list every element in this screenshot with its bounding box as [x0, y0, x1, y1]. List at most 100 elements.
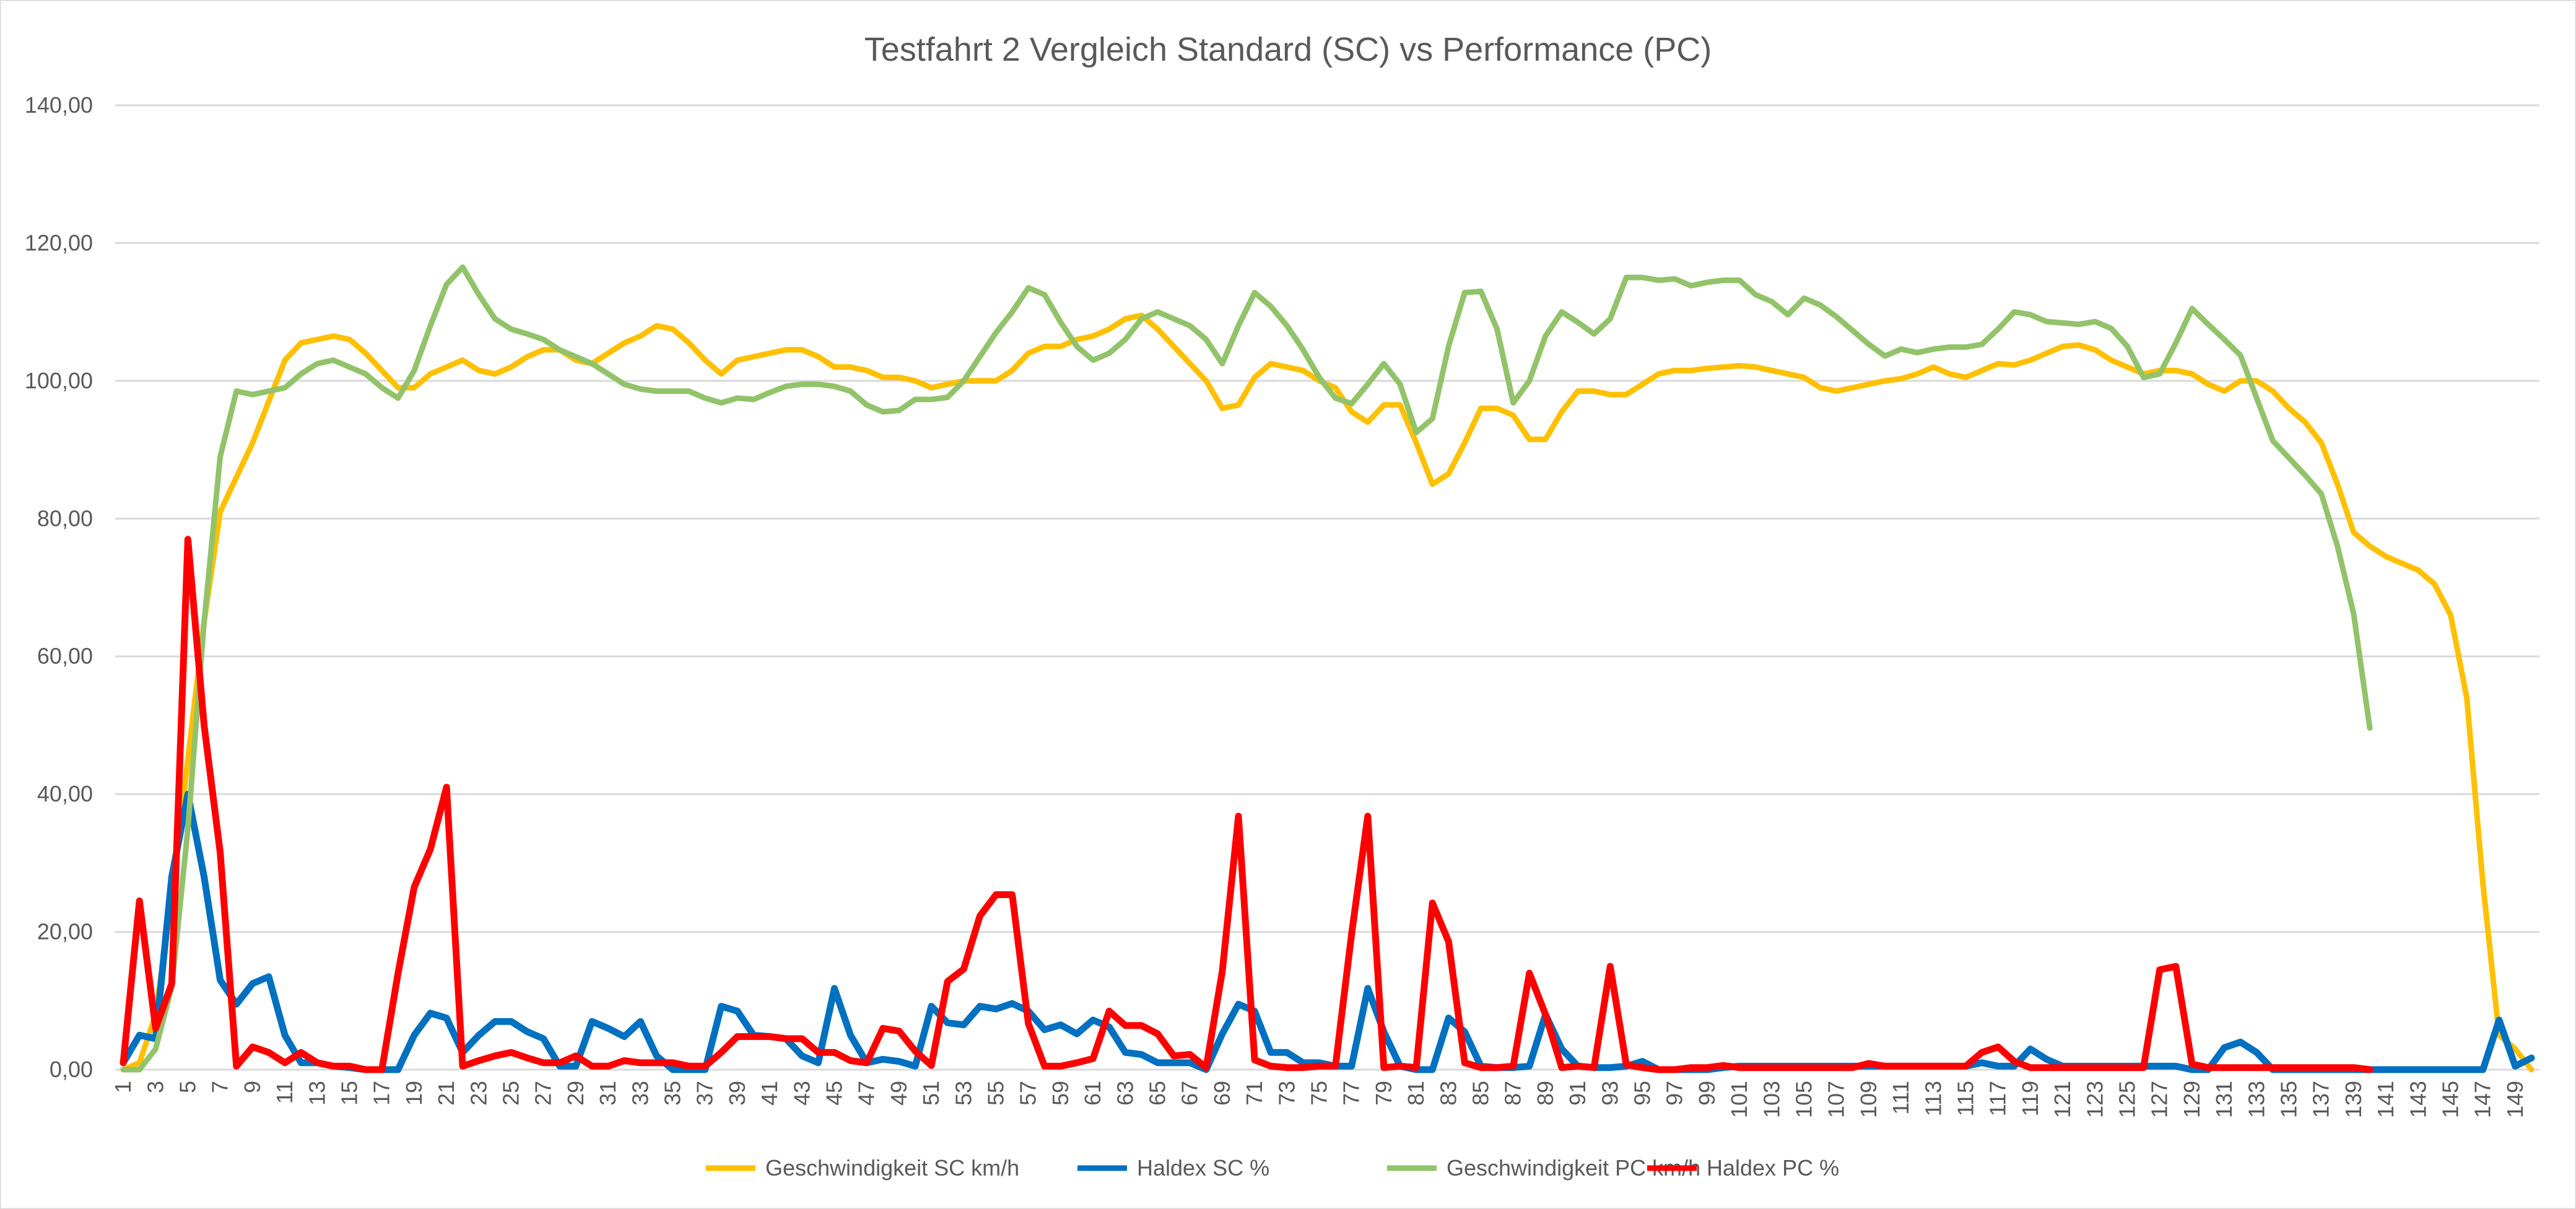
x-tick-label: 141	[2373, 1081, 2398, 1118]
x-tick-label: 19	[401, 1081, 427, 1106]
x-axis: 1 3 5 7 9 11 13 15 17 19 21 23 25 27 29 31 33 35 37 39 41 43 4…	[110, 1081, 2528, 1118]
x-tick-label: 5	[175, 1081, 200, 1093]
x-tick-label: 111	[1888, 1081, 1913, 1115]
x-tick-label: 67	[1177, 1081, 1203, 1106]
x-tick-label: 119	[2017, 1081, 2043, 1116]
x-tick-label: 43	[789, 1081, 814, 1106]
x-tick-label: 93	[1597, 1081, 1622, 1106]
x-tick-label: 61	[1080, 1081, 1105, 1106]
y-axis: 0,00 20,00 40,00 60,00 80,00 100,00 120,00 140,…	[25, 92, 93, 1082]
x-tick-label: 71	[1242, 1081, 1267, 1106]
x-tick-label: 51	[918, 1081, 944, 1106]
x-tick-label: 13	[304, 1081, 329, 1106]
x-tick-label: 121	[2050, 1081, 2075, 1118]
legend-label: Haldex SC %	[1137, 1155, 1269, 1181]
x-tick-label: 75	[1306, 1081, 1331, 1106]
x-tick-label: 1	[110, 1081, 136, 1093]
x-tick-label: 9	[240, 1081, 265, 1093]
x-tick-label: 29	[563, 1081, 588, 1106]
x-tick-label: 87	[1500, 1081, 1526, 1106]
x-tick-label: 17	[369, 1081, 394, 1106]
x-tick-label: 53	[951, 1081, 976, 1106]
x-tick-label: 89	[1533, 1081, 1558, 1106]
x-tick-label: 35	[659, 1081, 685, 1106]
x-tick-label: 149	[2502, 1081, 2528, 1118]
y-tick-label: 20,00	[37, 919, 93, 945]
x-tick-label: 31	[595, 1081, 620, 1106]
y-tick-label: 0,00	[50, 1057, 93, 1082]
x-tick-label: 83	[1435, 1081, 1461, 1106]
x-tick-label: 143	[2405, 1081, 2430, 1118]
x-tick-label: 117	[1985, 1081, 2011, 1116]
y-tick-label: 80,00	[37, 505, 93, 531]
x-tick-label: 49	[886, 1081, 912, 1106]
x-tick-label: 109	[1856, 1081, 1881, 1118]
x-tick-label: 127	[2147, 1081, 2172, 1118]
x-tick-label: 73	[1274, 1081, 1299, 1106]
x-tick-label: 33	[627, 1081, 653, 1106]
legend-item: Geschwindigkeit SC km/h	[706, 1155, 1019, 1181]
x-tick-label: 65	[1144, 1081, 1170, 1106]
legend-item: Haldex PC %	[1647, 1155, 1839, 1181]
x-tick-label: 79	[1371, 1081, 1396, 1106]
x-tick-label: 39	[724, 1081, 750, 1106]
x-tick-label: 123	[2082, 1081, 2107, 1118]
legend-label: Haldex PC %	[1707, 1155, 1839, 1181]
x-tick-label: 23	[466, 1081, 491, 1106]
x-tick-label: 21	[433, 1081, 459, 1106]
x-tick-label: 45	[821, 1081, 846, 1106]
x-tick-label: 37	[692, 1081, 718, 1106]
x-tick-label: 101	[1726, 1081, 1752, 1118]
y-tick-label: 120,00	[25, 230, 93, 255]
x-tick-label: 147	[2470, 1081, 2496, 1118]
x-tick-label: 139	[2341, 1081, 2366, 1118]
y-tick-label: 40,00	[37, 781, 93, 806]
x-tick-label: 69	[1209, 1081, 1235, 1106]
x-tick-label: 103	[1759, 1081, 1784, 1118]
gridlines	[115, 104, 2539, 1071]
y-tick-label: 60,00	[37, 644, 93, 669]
x-tick-label: 7	[207, 1081, 233, 1093]
x-tick-label: 131	[2211, 1081, 2237, 1118]
legend-label: Geschwindigkeit SC km/h	[765, 1155, 1019, 1181]
series-lines	[120, 264, 2535, 1073]
x-tick-label: 27	[531, 1081, 556, 1106]
x-tick-label: 25	[498, 1081, 523, 1106]
x-tick-label: 41	[757, 1081, 782, 1106]
chart-title: Testfahrt 2 Vergleich Standard (SC) vs P…	[864, 31, 1712, 68]
legend-item: Haldex SC %	[1077, 1155, 1269, 1181]
x-tick-label: 135	[2276, 1081, 2301, 1118]
x-tick-label: 3	[142, 1081, 168, 1093]
x-tick-label: 95	[1629, 1081, 1655, 1106]
x-tick-label: 85	[1468, 1081, 1493, 1106]
x-tick-label: 63	[1112, 1081, 1138, 1106]
x-tick-label: 91	[1565, 1081, 1590, 1106]
x-tick-label: 77	[1339, 1081, 1364, 1106]
x-tick-label: 15	[336, 1081, 362, 1106]
legend: Geschwindigkeit SC km/h Haldex SC % Geschw…	[706, 1155, 1839, 1181]
x-tick-label: 129	[2179, 1081, 2204, 1118]
x-tick-label: 125	[2114, 1081, 2139, 1118]
series-line-4	[120, 536, 2374, 1073]
x-tick-label: 133	[2243, 1081, 2269, 1118]
x-tick-label: 55	[983, 1081, 1008, 1106]
x-tick-label: 115	[1952, 1081, 1978, 1116]
y-tick-label: 100,00	[25, 368, 93, 393]
x-tick-label: 11	[272, 1081, 297, 1104]
x-tick-label: 145	[2437, 1081, 2463, 1118]
x-tick-label: 47	[854, 1081, 879, 1106]
x-tick-label: 99	[1694, 1081, 1720, 1106]
x-tick-label: 137	[2308, 1081, 2334, 1118]
x-tick-label: 97	[1662, 1081, 1687, 1106]
legend-item: Geschwindigkeit PC km/h	[1387, 1155, 1700, 1181]
x-tick-label: 113	[1920, 1081, 1946, 1116]
x-tick-label: 59	[1048, 1081, 1073, 1106]
x-tick-label: 105	[1791, 1081, 1816, 1118]
y-tick-label: 140,00	[25, 92, 93, 118]
x-tick-label: 57	[1016, 1081, 1041, 1106]
x-tick-label: 81	[1403, 1081, 1429, 1106]
series-line-3	[120, 264, 2373, 1073]
x-tick-label: 107	[1824, 1081, 1849, 1118]
